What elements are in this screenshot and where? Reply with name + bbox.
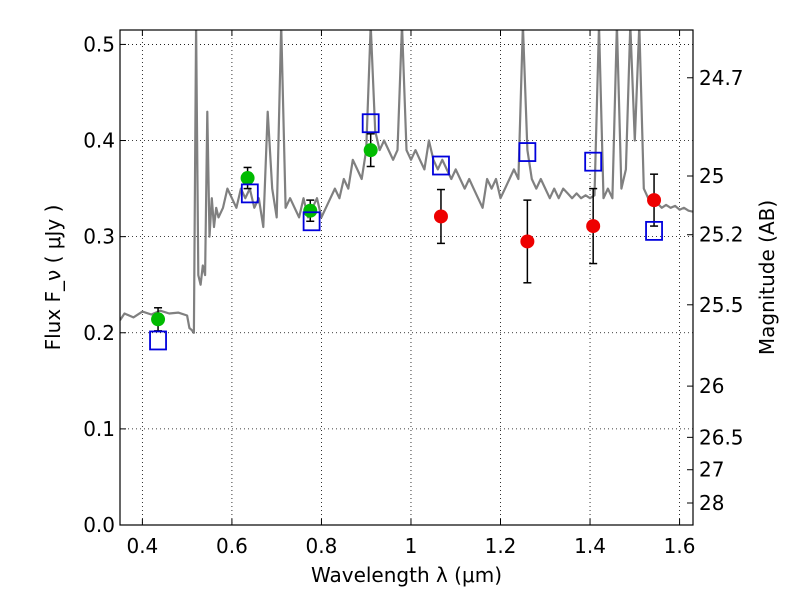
x-tick-label: 0.6: [216, 534, 248, 558]
model-point: [518, 142, 537, 162]
right-tick-label: 25.2: [699, 223, 744, 247]
x-tick-label: 1.2: [485, 534, 517, 558]
y-tick-label: 0.5: [83, 32, 115, 56]
data-point: [647, 193, 662, 208]
data-point: [240, 171, 255, 186]
x-tick-label: 1.6: [664, 534, 696, 558]
data-point: [303, 203, 318, 218]
model-point: [584, 151, 603, 172]
grid-layer: [120, 30, 693, 526]
model-point: [302, 211, 321, 232]
right-tick-label: 25: [699, 164, 724, 188]
x-tick-label: 1: [405, 534, 418, 558]
model-point: [149, 330, 167, 351]
model-point: [361, 113, 380, 134]
right-tick-label: 26: [699, 374, 724, 398]
model-spectrum-line: [120, 30, 693, 334]
y-tick-label: 0.3: [83, 225, 115, 249]
x-tick-label: 0.8: [306, 534, 338, 558]
data-point: [520, 234, 535, 249]
data-layer: [120, 30, 693, 351]
right-tick-label: 27: [699, 458, 724, 482]
right-tick-label: 24.7: [699, 66, 744, 90]
y-tick-label: 0.1: [83, 417, 115, 441]
model-point: [432, 155, 450, 176]
y-tick-label: 0.0: [83, 513, 115, 537]
model-point: [645, 220, 663, 241]
data-point: [151, 312, 166, 327]
right-tick-label: 26.5: [699, 425, 744, 449]
right-tick-label: 28: [699, 491, 724, 515]
data-point: [586, 219, 601, 234]
tick-layer: 0.4 0.6 0.8 1 1.2 1.4 1.6 0.0 0.1 0.2 0.3 0.4 0.5 24.…: [83, 30, 744, 558]
x-axis-label: Wavelength λ (μm): [311, 563, 502, 587]
y-axis-label: Flux F_ν ( μJy ): [41, 205, 65, 351]
x-tick-label: 0.4: [126, 534, 158, 558]
data-point: [363, 143, 378, 158]
plot-frame: [119, 29, 694, 526]
right-axis-label: Magnitude (AB): [755, 200, 779, 355]
x-tick-label: 1.4: [574, 534, 606, 558]
y-tick-label: 0.2: [83, 321, 115, 345]
data-point: [433, 209, 448, 224]
model-point: [240, 183, 259, 204]
y-tick-label: 0.4: [83, 129, 115, 153]
right-tick-label: 25.5: [699, 293, 744, 317]
